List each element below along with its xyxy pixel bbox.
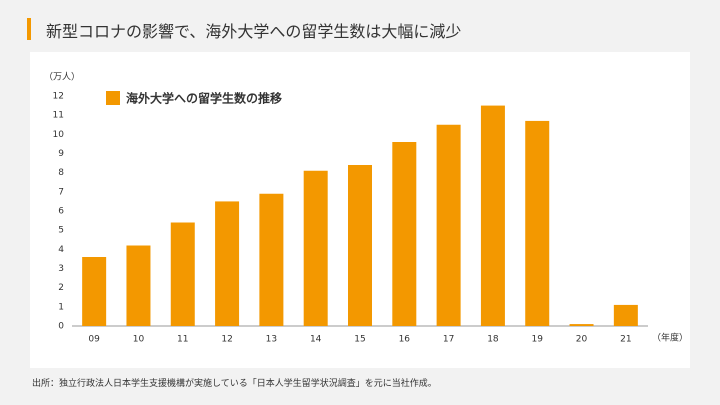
y-tick-label: 6 [58,207,64,217]
y-tick-label: 8 [58,168,64,178]
y-tick-label: 2 [58,283,64,293]
bar [525,120,550,327]
x-axis-label: （年度） [652,332,688,344]
x-tick-label: 09 [88,335,100,345]
x-tick-label: 15 [354,335,365,345]
bar [613,304,638,326]
y-tick-label: 4 [58,245,64,255]
x-tick-label: 19 [532,335,544,345]
bar [126,245,151,326]
bar [303,170,328,326]
bar [82,257,107,326]
y-tick-label: 10 [53,130,65,140]
legend-label: 海外大学への留学生数の推移 [126,91,282,106]
x-tick-label: 17 [443,335,454,345]
x-tick-label: 10 [133,335,145,345]
y-tick-label: 12 [53,92,64,102]
legend-swatch [106,91,120,105]
x-tick-label: 16 [399,335,411,345]
bar [436,124,461,326]
y-tick-label: 9 [58,149,64,159]
x-tick-label: 18 [487,335,499,345]
x-tick-label: 14 [310,335,322,345]
x-tick-label: 21 [620,335,631,345]
y-tick-label: 0 [58,322,64,332]
x-tick-label: 20 [576,335,588,345]
x-tick-label: 11 [177,335,188,345]
y-axis-label: （万人） [44,72,80,83]
bar [259,193,284,326]
y-tick-label: 11 [53,111,64,121]
title-accent [27,18,31,40]
bar [170,222,195,326]
x-tick-label: 13 [266,335,277,345]
bar [569,324,594,326]
bar [480,105,505,326]
bar [215,201,240,326]
y-tick-label: 1 [58,302,64,312]
page-title: 新型コロナの影響で、海外大学への留学生数は大幅に減少 [46,22,462,41]
y-tick-label: 5 [58,226,64,236]
y-tick-label: 7 [58,187,64,197]
x-tick-label: 12 [221,335,232,345]
source-note: 出所：独立行政法人日本学生支援機構が実施している「日本人学生留学状況調査」を元に… [32,379,437,389]
bar [348,165,372,326]
y-tick-label: 3 [58,264,64,274]
bar [392,142,417,326]
